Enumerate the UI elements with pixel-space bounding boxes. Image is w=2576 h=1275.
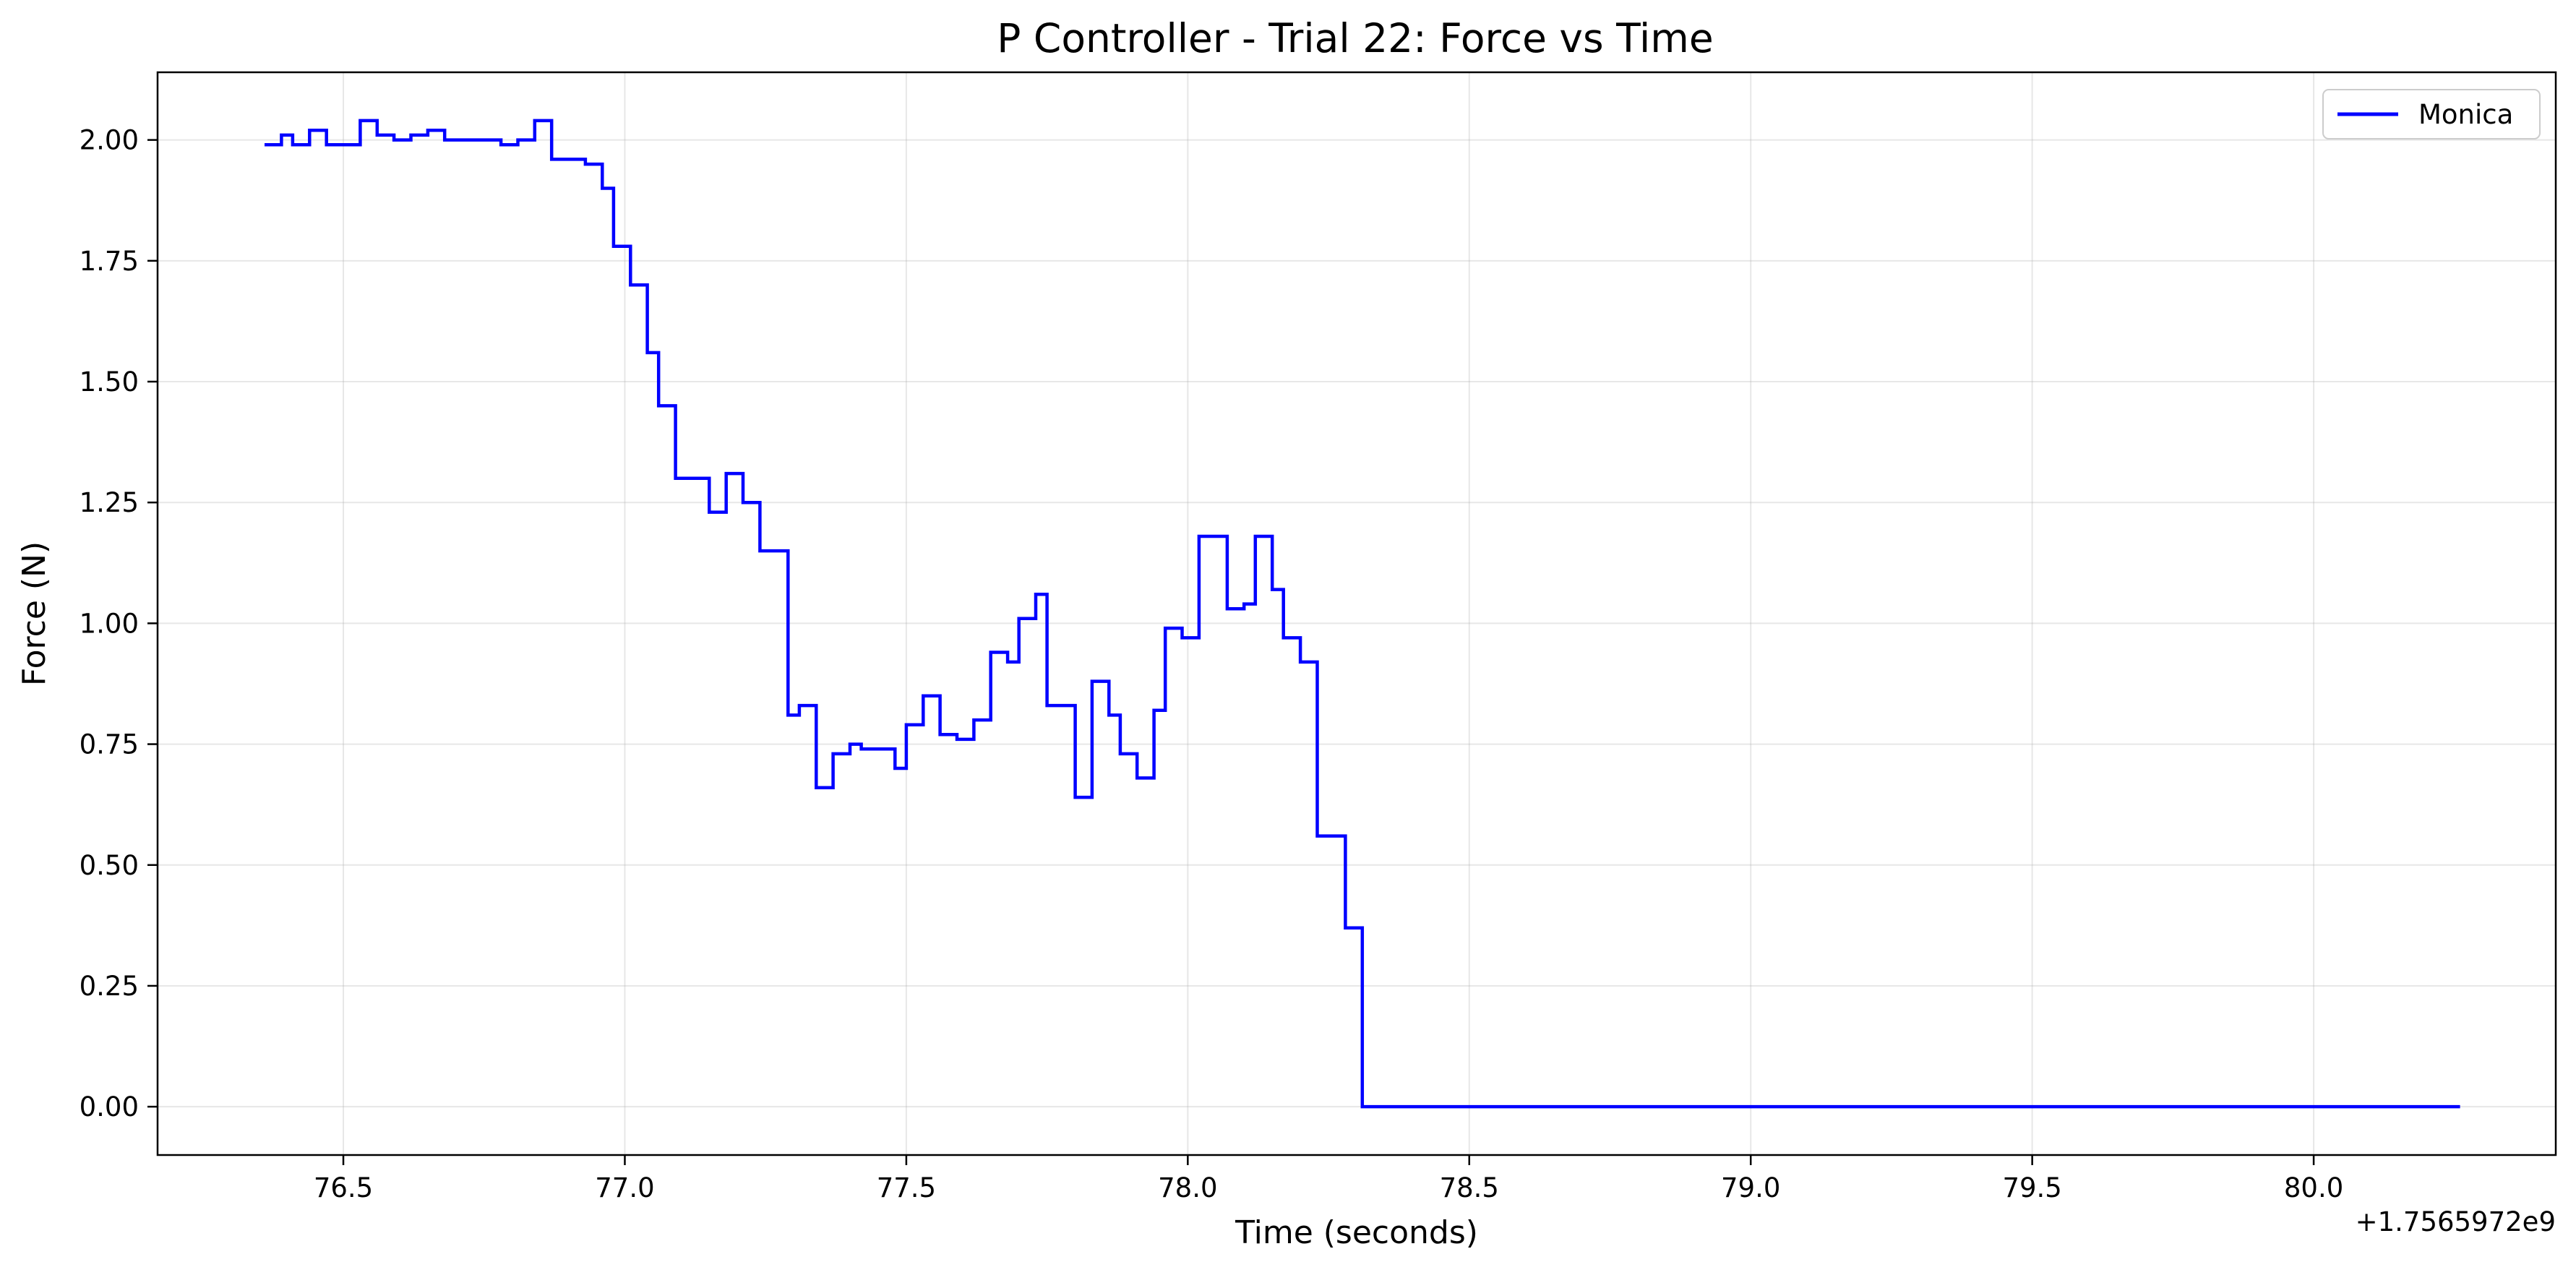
series-layer — [265, 119, 2460, 1109]
x-tick-label: 78.5 — [1440, 1172, 1499, 1203]
grid-lines — [158, 72, 2556, 1155]
legend: Monica — [2322, 89, 2541, 139]
x-tick-label: 77.5 — [877, 1172, 936, 1203]
y-tick-label: 0.75 — [80, 729, 139, 760]
x-tick-label: 79.5 — [2002, 1172, 2061, 1203]
x-axis-offset-label: +1.7565972e9 — [2356, 1206, 2556, 1237]
legend-label: Monica — [2418, 99, 2513, 130]
chart-title: P Controller - Trial 22: Force vs Time — [997, 15, 1713, 61]
y-axis-ticks: 0.00 0.25 0.50 0.75 1.00 1.25 1.50 1.75 2.00 — [80, 125, 158, 1122]
y-tick-label: 1.50 — [80, 366, 139, 398]
x-tick-label: 78.0 — [1158, 1172, 1217, 1203]
y-tick-label: 0.50 — [80, 850, 139, 881]
y-tick-label: 0.00 — [80, 1091, 139, 1122]
legend-box — [2322, 89, 2541, 139]
x-tick-label: 80.0 — [2284, 1172, 2343, 1203]
y-tick-label: 1.25 — [80, 487, 139, 518]
x-axis-ticks: 76.5 77.0 77.5 78.0 78.5 79.0 79.5 80.0 — [314, 1155, 2343, 1203]
y-axis-label: Force (N) — [16, 541, 53, 686]
x-tick-label: 76.5 — [314, 1172, 373, 1203]
y-tick-label: 1.00 — [80, 608, 139, 639]
series-line-monica — [265, 119, 2460, 1109]
x-tick-label: 79.0 — [1721, 1172, 1780, 1203]
plot-area-frame — [156, 71, 2557, 1156]
y-tick-label: 0.25 — [80, 971, 139, 1002]
x-axis-label: Time (seconds) — [1235, 1214, 1478, 1251]
x-tick-label: 77.0 — [595, 1172, 654, 1203]
y-tick-label: 2.00 — [80, 125, 139, 156]
y-tick-label: 1.75 — [80, 246, 139, 277]
